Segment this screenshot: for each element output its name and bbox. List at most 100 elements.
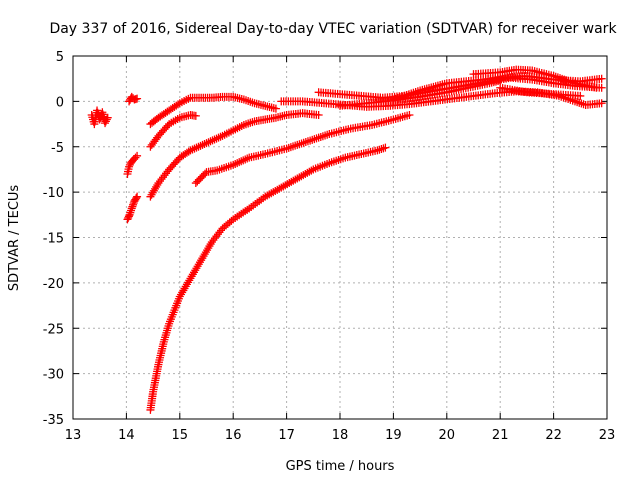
data-point (199, 252, 208, 261)
series-arc-1 (87, 106, 112, 129)
x-tick-label: 15 (172, 428, 189, 443)
data-point (405, 110, 414, 119)
data-point (194, 142, 203, 151)
data-point (269, 188, 278, 197)
data-point (212, 134, 221, 143)
series-arc-3 (123, 151, 142, 178)
data-point (275, 184, 284, 193)
data-point (237, 157, 246, 166)
data-point (192, 264, 201, 273)
data-point (597, 74, 606, 83)
series-arc-15 (496, 83, 585, 100)
data-point (186, 146, 195, 155)
data-point (293, 174, 302, 183)
data-point (233, 212, 242, 221)
data-point (214, 133, 223, 142)
series-arc-7 (146, 109, 323, 201)
data-point (576, 91, 585, 100)
data-point (265, 190, 274, 199)
data-point (193, 262, 202, 271)
data-point (592, 83, 601, 92)
data-point (206, 137, 215, 146)
data-point (203, 246, 212, 255)
data-point (239, 208, 248, 217)
data-point (191, 111, 200, 120)
data-point (185, 276, 194, 285)
y-axis-ticks: 5 0 -5 -10 -15 -20 -25 -30 -35 (43, 50, 607, 428)
data-point (285, 179, 294, 188)
data-point (375, 145, 384, 154)
data-point (101, 117, 110, 126)
data-point (279, 182, 288, 191)
data-point (251, 200, 260, 209)
data-point (131, 153, 140, 162)
x-tick-label: 13 (65, 428, 82, 443)
data-point (299, 171, 308, 180)
y-tick-label: -25 (43, 322, 64, 337)
data-point (125, 162, 134, 171)
data-point (132, 194, 141, 203)
x-axis-ticks: 13 14 15 16 17 18 19 20 21 22 23 (65, 56, 615, 443)
data-point (255, 197, 264, 206)
data-point (231, 213, 240, 222)
data-point (103, 113, 112, 122)
data-point (178, 288, 187, 297)
data-point (188, 270, 197, 279)
grid-lines (73, 56, 607, 419)
x-tick-label: 16 (225, 428, 242, 443)
chart-title: Day 337 of 2016, Sidereal Day-to-day VTE… (49, 21, 617, 37)
y-tick-label: -5 (51, 141, 64, 156)
data-point (229, 160, 238, 169)
data-point (245, 204, 254, 213)
x-tick-label: 21 (492, 428, 509, 443)
data-point (229, 215, 238, 224)
data-point (297, 172, 306, 181)
x-tick-label: 18 (332, 428, 349, 443)
data-point (263, 191, 272, 200)
data-point (231, 159, 240, 168)
data-point (239, 156, 248, 165)
data-point (133, 192, 142, 201)
series-arc-2 (125, 92, 142, 106)
data-point (283, 180, 292, 189)
data-point (208, 136, 217, 145)
data-point (235, 211, 244, 220)
data-point (381, 143, 390, 152)
data-point (243, 205, 252, 214)
data-point (195, 258, 204, 267)
data-point (373, 146, 382, 155)
data-point (102, 115, 111, 124)
data-point (200, 169, 209, 178)
data-point (253, 198, 262, 207)
x-tick-label: 14 (118, 428, 135, 443)
data-point (241, 155, 250, 164)
data-point (273, 185, 282, 194)
y-tick-label: 5 (56, 50, 64, 65)
data-point (127, 206, 136, 215)
series-arc-6 (146, 110, 200, 151)
data-point (305, 167, 314, 176)
data-point (287, 177, 296, 186)
data-point (237, 209, 246, 218)
data-series (87, 65, 606, 414)
data-point (267, 189, 276, 198)
data-point (198, 140, 207, 149)
data-point (216, 132, 225, 141)
data-point (181, 282, 190, 291)
y-tick-label: 0 (56, 95, 64, 110)
data-point (196, 141, 205, 150)
data-point (133, 151, 142, 160)
data-point (243, 154, 252, 163)
data-point (129, 200, 138, 209)
data-point (377, 145, 386, 154)
data-point (241, 207, 250, 216)
y-tick-label: -35 (43, 413, 64, 428)
y-tick-label: -30 (43, 368, 64, 383)
data-point (281, 181, 290, 190)
data-point (259, 194, 268, 203)
data-point (202, 139, 211, 148)
data-point (261, 192, 270, 201)
data-point (277, 183, 286, 192)
data-point (295, 173, 304, 182)
